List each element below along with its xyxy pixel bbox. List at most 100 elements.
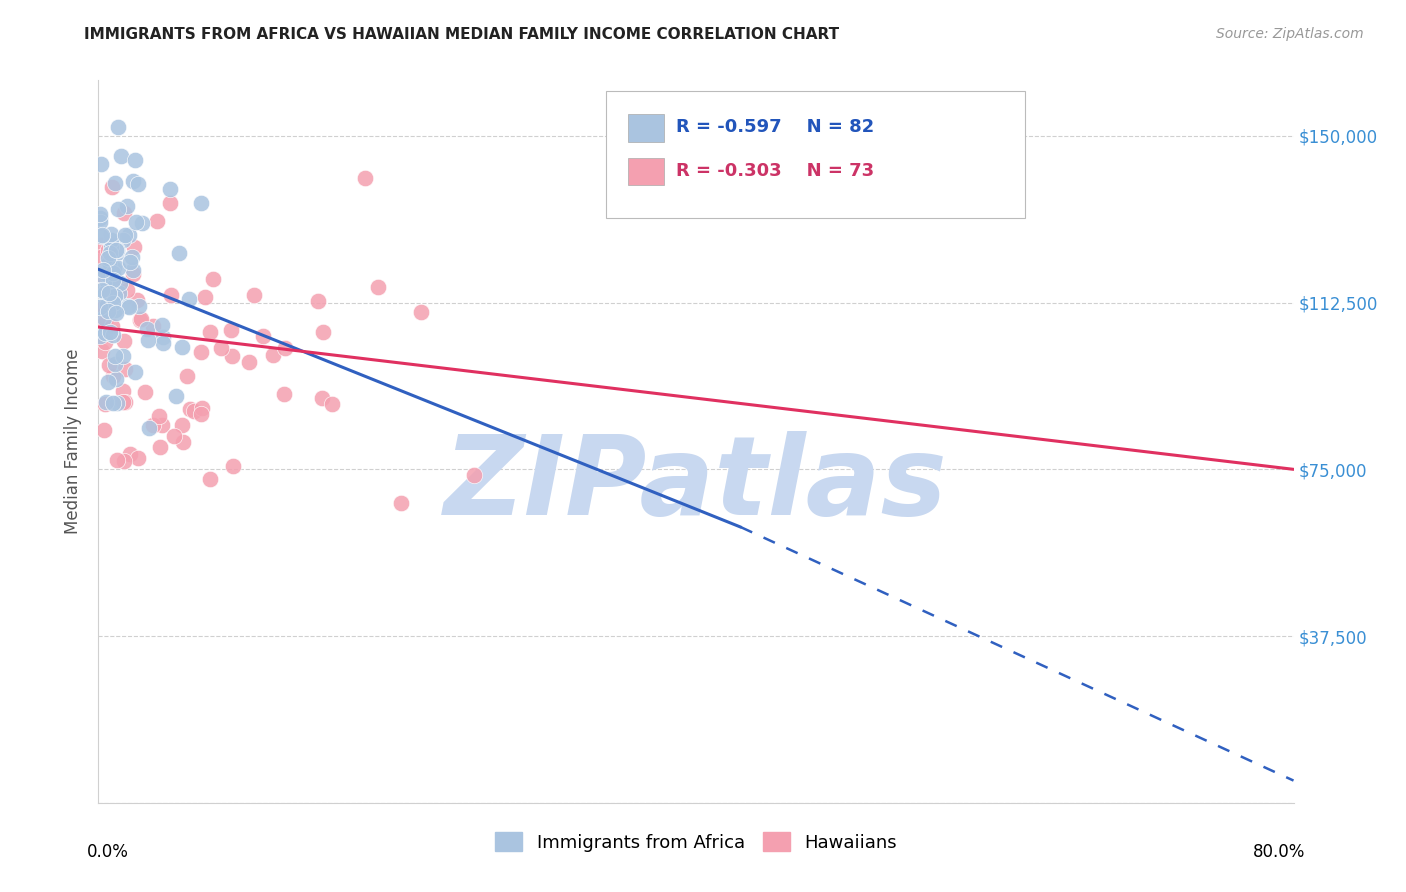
Point	[91, 268, 114, 282]
Point	[183, 403, 205, 417]
Point	[152, 336, 174, 351]
Point	[90, 344, 112, 359]
Point	[190, 344, 212, 359]
Point	[105, 396, 128, 410]
Point	[96, 298, 118, 312]
Point	[142, 319, 165, 334]
Point	[105, 243, 128, 257]
Point	[101, 296, 124, 310]
Point	[190, 196, 212, 211]
Point	[198, 325, 221, 339]
Point	[97, 252, 120, 266]
Point	[117, 299, 139, 313]
Point	[105, 246, 128, 260]
Point	[273, 341, 295, 355]
Point	[101, 318, 124, 333]
Point	[97, 358, 120, 372]
FancyBboxPatch shape	[606, 91, 1025, 218]
Point	[115, 199, 138, 213]
Point	[97, 280, 120, 294]
Point	[101, 273, 124, 287]
Point	[90, 228, 112, 243]
Point	[409, 305, 432, 319]
Point	[90, 156, 112, 170]
Point	[311, 391, 333, 405]
Point	[97, 304, 120, 318]
Point	[307, 293, 329, 308]
Point	[112, 454, 135, 468]
Point	[103, 328, 125, 343]
Point	[93, 300, 115, 314]
Point	[94, 266, 117, 280]
Point	[93, 315, 115, 329]
Point	[100, 239, 122, 253]
Text: IMMIGRANTS FROM AFRICA VS HAWAIIAN MEDIAN FAMILY INCOME CORRELATION CHART: IMMIGRANTS FROM AFRICA VS HAWAIIAN MEDIA…	[84, 27, 839, 42]
Point	[167, 246, 190, 260]
Point	[100, 180, 122, 194]
Point	[138, 421, 160, 435]
Point	[118, 227, 141, 242]
Point	[91, 283, 114, 297]
Point	[177, 292, 200, 306]
Point	[104, 177, 127, 191]
Point	[89, 207, 111, 221]
Point	[121, 250, 143, 264]
Point	[93, 423, 115, 437]
Point	[122, 240, 145, 254]
Point	[110, 279, 132, 293]
Point	[94, 395, 117, 409]
Point	[243, 288, 266, 302]
Point	[96, 279, 118, 293]
Point	[93, 310, 115, 325]
Point	[98, 326, 121, 340]
Point	[125, 293, 148, 308]
Point	[104, 372, 127, 386]
Point	[105, 306, 128, 320]
Point	[89, 267, 111, 281]
Point	[202, 271, 225, 285]
Point	[100, 238, 122, 252]
Point	[101, 369, 124, 384]
Point	[262, 348, 284, 362]
Point	[148, 409, 170, 424]
Point	[112, 233, 135, 247]
Point	[463, 468, 485, 483]
Text: 0.0%: 0.0%	[87, 843, 128, 861]
Text: 80.0%: 80.0%	[1253, 843, 1306, 861]
Point	[142, 418, 165, 433]
Point	[94, 286, 117, 301]
Point	[312, 325, 335, 339]
Text: R = -0.303    N = 73: R = -0.303 N = 73	[676, 161, 873, 179]
Point	[128, 299, 150, 313]
Point	[121, 263, 143, 277]
Point	[124, 153, 146, 167]
Point	[134, 385, 156, 400]
Point	[129, 313, 152, 327]
Point	[107, 202, 129, 216]
Point	[110, 149, 132, 163]
Point	[104, 243, 127, 257]
Point	[91, 263, 114, 277]
Point	[125, 215, 148, 229]
Point	[273, 387, 295, 401]
Point	[111, 394, 134, 409]
Point	[149, 440, 172, 454]
Point	[179, 402, 201, 417]
Point	[389, 496, 412, 510]
FancyBboxPatch shape	[628, 158, 664, 185]
Point	[104, 302, 127, 317]
Point	[100, 227, 122, 241]
Text: R = -0.597    N = 82: R = -0.597 N = 82	[676, 119, 875, 136]
Point	[114, 395, 136, 409]
Point	[146, 213, 169, 227]
Point	[150, 318, 173, 333]
Point	[100, 233, 122, 247]
Point	[97, 376, 120, 390]
Point	[117, 283, 139, 297]
Point	[89, 237, 111, 252]
Point	[94, 335, 117, 350]
Point	[136, 333, 159, 347]
Point	[124, 365, 146, 379]
Point	[101, 395, 124, 409]
Legend: Immigrants from Africa, Hawaiians: Immigrants from Africa, Hawaiians	[488, 825, 904, 859]
